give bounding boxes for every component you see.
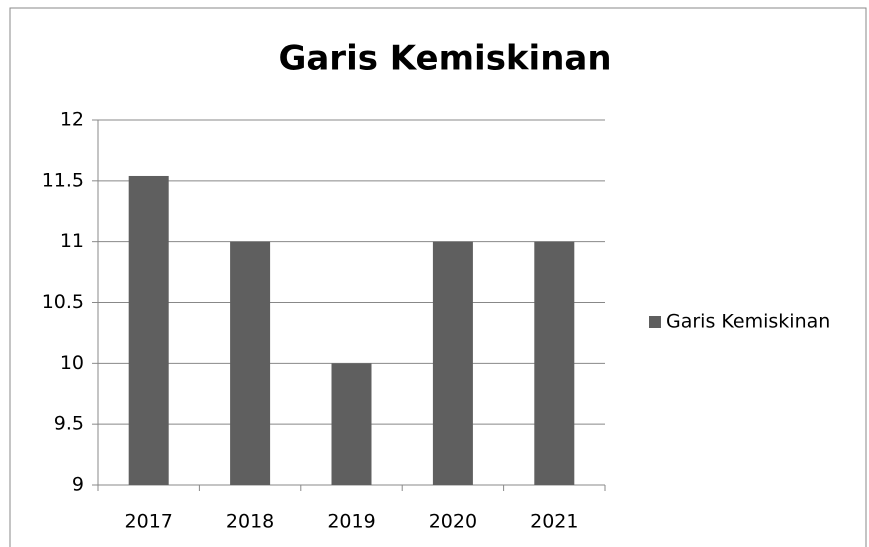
bar bbox=[534, 241, 575, 485]
y-tick-label: 9.5 bbox=[54, 413, 84, 435]
bar bbox=[230, 241, 271, 485]
x-tick-label: 2019 bbox=[327, 511, 375, 533]
chart-title: Garis Kemiskinan bbox=[278, 39, 611, 79]
y-tick-label: 9 bbox=[72, 474, 84, 496]
bar bbox=[432, 241, 473, 485]
legend-label: Garis Kemiskinan bbox=[666, 311, 830, 333]
y-tick-label: 10.5 bbox=[42, 291, 84, 313]
x-tick-label: 2018 bbox=[226, 511, 274, 533]
bar bbox=[331, 363, 372, 485]
y-tick-label: 11.5 bbox=[42, 169, 84, 191]
legend-swatch bbox=[649, 316, 661, 328]
x-tick-label: 2017 bbox=[125, 511, 173, 533]
y-tick-label: 12 bbox=[60, 109, 84, 131]
y-tick-label: 10 bbox=[60, 352, 84, 374]
x-tick-label: 2020 bbox=[429, 511, 477, 533]
y-tick-label: 11 bbox=[60, 230, 84, 252]
x-tick-label: 2021 bbox=[530, 511, 578, 533]
chart-frame bbox=[9, 7, 867, 547]
bar bbox=[128, 175, 169, 485]
